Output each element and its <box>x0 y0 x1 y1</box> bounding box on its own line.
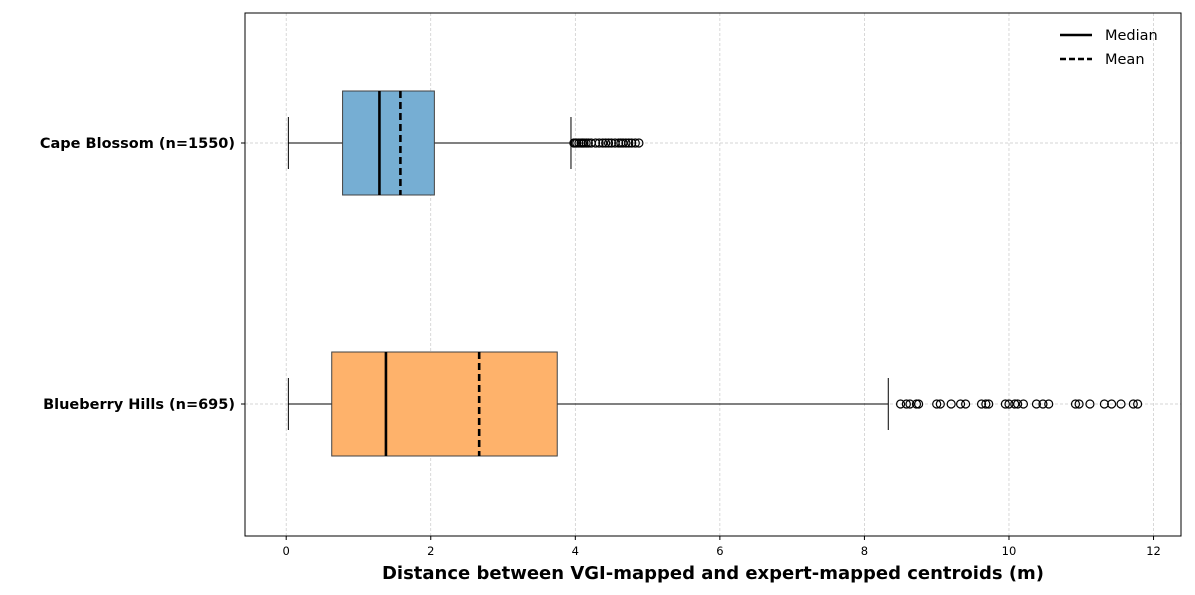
outlier-point <box>603 138 614 148</box>
outlier-point <box>583 138 593 148</box>
outlier-point <box>1074 399 1084 409</box>
outlier-point <box>981 399 991 409</box>
outlier-point <box>618 138 628 148</box>
outlier-point <box>1107 399 1117 409</box>
outlier-point <box>627 138 637 148</box>
outlier-point <box>1099 399 1109 409</box>
legend-label-median: Median <box>1105 28 1158 44</box>
x-axis-title: Distance between VGI-mapped and expert-m… <box>382 563 1044 584</box>
x-tick-label: 12 <box>1146 544 1161 558</box>
outlier-point <box>1070 399 1081 409</box>
box-group <box>287 351 1143 457</box>
outlier-point <box>606 138 617 148</box>
outlier-point <box>621 138 631 148</box>
y-category-label: Cape Blossom (n=1550) <box>40 136 235 152</box>
legend-label-mean: Mean <box>1105 52 1145 68</box>
x-axis-ticks: 0 2 4 6 8 10 12 <box>283 536 1161 558</box>
outlier-point <box>598 138 608 148</box>
outlier-point <box>1116 399 1126 409</box>
iqr-box <box>342 90 435 196</box>
outlier-point <box>961 399 971 409</box>
legend: Median Mean <box>1060 28 1158 68</box>
outlier-point <box>590 138 601 148</box>
outlier-point <box>1044 399 1054 409</box>
box-group <box>287 90 644 196</box>
outlier-point <box>1000 399 1010 409</box>
outlier-point <box>601 138 611 148</box>
outlier-point <box>914 399 924 409</box>
y-category-label: Blueberry Hills (n=695) <box>43 397 235 413</box>
outlier-point <box>905 399 915 409</box>
outlier-point <box>1018 399 1029 409</box>
outlier-point <box>955 399 966 409</box>
outlier-point <box>1010 399 1020 409</box>
outlier-point <box>1085 399 1095 409</box>
outlier-point <box>895 399 906 409</box>
x-tick-label: 6 <box>716 544 723 558</box>
boxes <box>287 90 1143 457</box>
outlier-point <box>976 399 987 409</box>
outlier-point <box>984 399 994 409</box>
outlier-point <box>594 138 604 148</box>
outlier-point <box>946 399 956 409</box>
y-axis-category-labels: Cape Blossom (n=1550) Blueberry Hills (n=… <box>40 136 245 413</box>
iqr-box <box>331 351 558 457</box>
outlier-point <box>1038 399 1048 409</box>
x-tick-label: 8 <box>861 544 868 558</box>
outlier-point <box>630 138 640 148</box>
x-tick-label: 2 <box>427 544 434 558</box>
outlier-point <box>901 399 911 409</box>
outlier-point <box>624 138 634 148</box>
outlier-point <box>935 399 945 409</box>
plot-frame <box>244 12 1182 537</box>
outlier-point <box>1128 399 1138 409</box>
outlier-point <box>932 399 942 409</box>
x-tick-label: 0 <box>283 544 290 558</box>
x-tick-label: 10 <box>1002 544 1017 558</box>
outlier-point <box>1133 399 1143 409</box>
outlier-point <box>1031 399 1042 409</box>
outlier-point <box>1004 399 1014 409</box>
outlier-point <box>634 138 644 148</box>
x-tick-label: 4 <box>572 544 579 558</box>
outlier-point <box>1013 399 1023 409</box>
